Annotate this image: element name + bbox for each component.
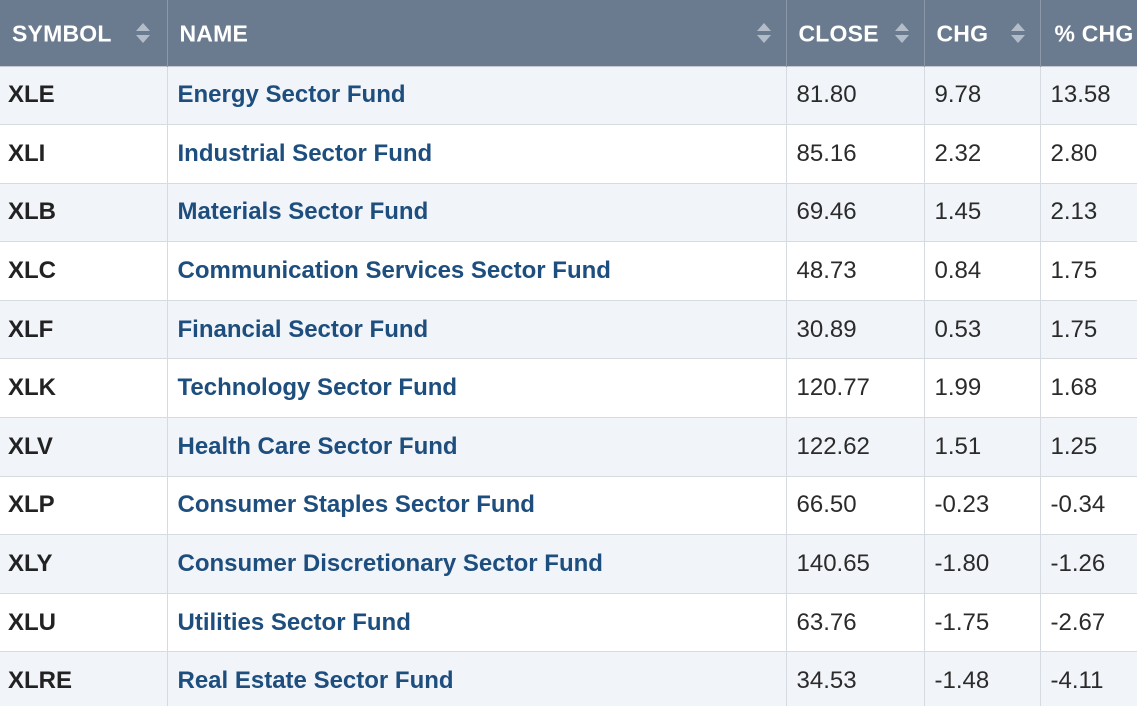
pct-chg-cell: 1.75	[1040, 299, 1137, 359]
column-header-close[interactable]: CLOSE	[786, 0, 925, 66]
sort-arrows-icon[interactable]	[136, 22, 150, 44]
chg-cell: -1.75	[924, 592, 1041, 652]
column-header-label: CLOSE	[798, 19, 879, 46]
close-cell: 48.73	[786, 241, 925, 301]
sort-arrows-icon[interactable]	[894, 22, 909, 44]
symbol-cell: XLY	[0, 534, 168, 594]
column-header-label: % CHG	[1054, 19, 1134, 46]
fund-name-link[interactable]: Utilities Sector Fund	[177, 608, 411, 636]
symbol-cell: XLI	[0, 124, 168, 184]
fund-name-link[interactable]: Industrial Sector Fund	[177, 139, 433, 167]
symbol-cell: XLB	[0, 182, 168, 242]
table-body: XLE Energy Sector Fund 81.80 9.78 13.58 …	[0, 65, 1137, 706]
chg-cell: 0.53	[924, 299, 1041, 359]
pct-chg-cell: 1.25	[1040, 417, 1137, 477]
symbol-cell: XLE	[0, 65, 168, 125]
table-row: XLP Consumer Staples Sector Fund 66.50 -…	[0, 475, 1137, 535]
fund-name-link[interactable]: Consumer Staples Sector Fund	[177, 491, 535, 519]
chg-cell: 1.45	[924, 182, 1041, 242]
chg-cell: -0.23	[924, 475, 1041, 535]
sort-arrows-icon[interactable]	[1010, 22, 1025, 44]
sort-arrows-icon[interactable]	[756, 22, 771, 44]
symbol-cell: XLRE	[0, 651, 168, 706]
name-cell: Communication Services Sector Fund	[167, 241, 787, 301]
close-cell: 63.76	[786, 592, 925, 652]
close-cell: 81.80	[786, 65, 925, 125]
pct-chg-cell: 1.75	[1040, 241, 1137, 301]
name-cell: Consumer Staples Sector Fund	[167, 475, 787, 535]
pct-chg-cell: 2.13	[1040, 182, 1137, 242]
close-cell: 66.50	[786, 475, 925, 535]
table-header: SYMBOL NAME CLOSE CHG % CHG	[0, 0, 1137, 66]
pct-chg-cell: 13.58	[1040, 65, 1137, 125]
name-cell: Consumer Discretionary Sector Fund	[167, 534, 787, 594]
chg-cell: 1.51	[924, 417, 1041, 477]
column-header-pct-chg[interactable]: % CHG	[1040, 0, 1137, 66]
table-row: XLB Materials Sector Fund 69.46 1.45 2.1…	[0, 182, 1137, 242]
close-cell: 34.53	[786, 651, 925, 706]
chg-cell: 0.84	[924, 241, 1041, 301]
chg-cell: 1.99	[924, 358, 1041, 418]
table-row: XLY Consumer Discretionary Sector Fund 1…	[0, 534, 1137, 594]
table-row: XLK Technology Sector Fund 120.77 1.99 1…	[0, 358, 1137, 418]
symbol-cell: XLP	[0, 475, 168, 535]
name-cell: Industrial Sector Fund	[167, 124, 787, 184]
fund-name-link[interactable]: Health Care Sector Fund	[177, 432, 458, 460]
column-header-chg[interactable]: CHG	[924, 0, 1041, 66]
chg-cell: 9.78	[924, 65, 1041, 125]
name-cell: Energy Sector Fund	[167, 65, 787, 125]
pct-chg-cell: -1.26	[1040, 534, 1137, 594]
close-cell: 140.65	[786, 534, 925, 594]
close-cell: 122.62	[786, 417, 925, 477]
symbol-cell: XLU	[0, 592, 168, 652]
table-row: XLRE Real Estate Sector Fund 34.53 -1.48…	[0, 651, 1137, 706]
pct-chg-cell: -4.11	[1040, 651, 1137, 706]
symbol-cell: XLC	[0, 241, 168, 301]
fund-name-link[interactable]: Materials Sector Fund	[177, 198, 429, 226]
pct-chg-cell: -0.34	[1040, 475, 1137, 535]
fund-name-link[interactable]: Consumer Discretionary Sector Fund	[177, 550, 603, 578]
close-cell: 120.77	[786, 358, 925, 418]
pct-chg-cell: 1.68	[1040, 358, 1137, 418]
fund-name-link[interactable]: Communication Services Sector Fund	[177, 257, 611, 285]
chg-cell: 2.32	[924, 124, 1041, 184]
name-cell: Technology Sector Fund	[167, 358, 787, 418]
table-row: XLF Financial Sector Fund 30.89 0.53 1.7…	[0, 299, 1137, 359]
column-header-label: SYMBOL	[12, 19, 112, 46]
table-row: XLI Industrial Sector Fund 85.16 2.32 2.…	[0, 124, 1137, 184]
name-cell: Utilities Sector Fund	[167, 592, 787, 652]
fund-name-link[interactable]: Technology Sector Fund	[177, 374, 458, 402]
table-row: XLV Health Care Sector Fund 122.62 1.51 …	[0, 417, 1137, 477]
symbol-cell: XLK	[0, 358, 168, 418]
close-cell: 69.46	[786, 182, 925, 242]
name-cell: Real Estate Sector Fund	[167, 651, 787, 706]
fund-name-link[interactable]: Energy Sector Fund	[177, 81, 406, 109]
fund-name-link[interactable]: Real Estate Sector Fund	[177, 667, 454, 695]
table-row: XLC Communication Services Sector Fund 4…	[0, 241, 1137, 301]
table-row: XLE Energy Sector Fund 81.80 9.78 13.58	[0, 65, 1137, 125]
column-header-name[interactable]: NAME	[167, 0, 787, 66]
chg-cell: -1.48	[924, 651, 1041, 706]
chg-cell: -1.80	[924, 534, 1041, 594]
close-cell: 85.16	[786, 124, 925, 184]
fund-name-link[interactable]: Financial Sector Fund	[177, 315, 429, 343]
table-row: XLU Utilities Sector Fund 63.76 -1.75 -2…	[0, 592, 1137, 652]
column-header-label: CHG	[936, 19, 989, 46]
symbol-cell: XLF	[0, 299, 168, 359]
name-cell: Health Care Sector Fund	[167, 417, 787, 477]
symbol-cell: XLV	[0, 417, 168, 477]
name-cell: Materials Sector Fund	[167, 182, 787, 242]
header-row: SYMBOL NAME CLOSE CHG % CHG	[0, 0, 1137, 66]
pct-chg-cell: 2.80	[1040, 124, 1137, 184]
column-header-label: NAME	[179, 19, 249, 46]
close-cell: 30.89	[786, 299, 925, 359]
column-header-symbol[interactable]: SYMBOL	[0, 0, 168, 66]
pct-chg-cell: -2.67	[1040, 592, 1137, 652]
name-cell: Financial Sector Fund	[167, 299, 787, 359]
